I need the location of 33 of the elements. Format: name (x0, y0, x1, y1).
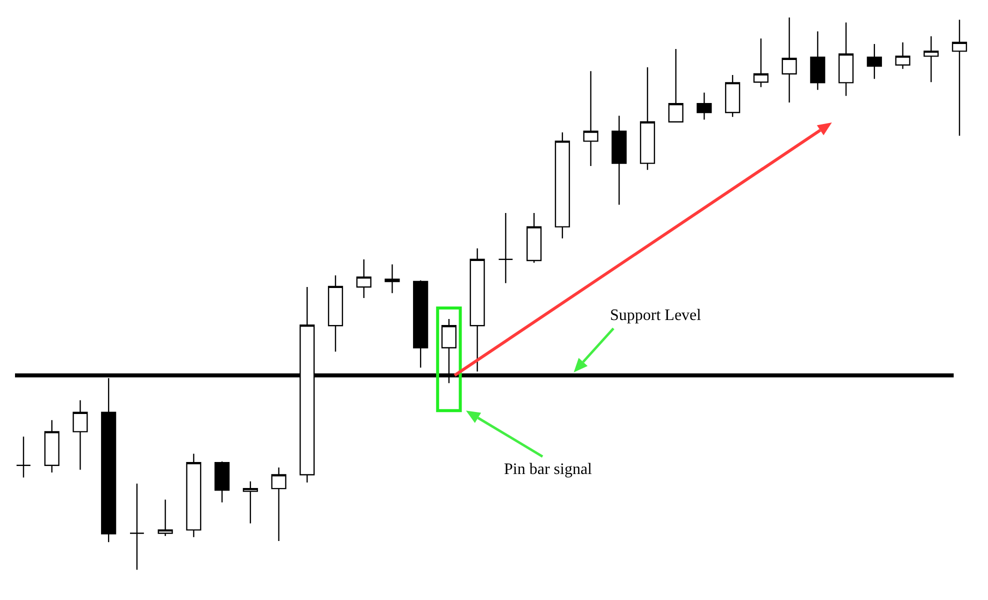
candlestick (271, 466, 286, 542)
candlestick (526, 212, 542, 264)
candlestick (810, 30, 826, 90)
candlestick (895, 42, 910, 70)
candlestick (952, 19, 968, 136)
candlestick (498, 212, 514, 284)
candlestick (242, 480, 258, 524)
candlestick (866, 43, 882, 80)
candlestick (44, 419, 60, 474)
candlestick (753, 38, 768, 88)
candlestick (554, 132, 570, 239)
candlestick (186, 453, 202, 538)
candlestick (384, 264, 400, 294)
candlestick (214, 460, 230, 503)
candlestick (356, 258, 372, 299)
candlestick (838, 22, 854, 97)
candlestick (328, 274, 344, 352)
candlestick (129, 482, 145, 570)
candlestick (640, 66, 656, 171)
candlestick (782, 16, 797, 104)
candlestick (924, 36, 939, 83)
annotation: Support Level (610, 307, 702, 324)
candlestick (668, 48, 684, 122)
candlestick (583, 70, 598, 167)
candlestick (158, 498, 173, 537)
annotation: Pin bar signal (504, 461, 593, 478)
candlestick (725, 74, 740, 118)
candlestick (413, 280, 428, 368)
candlestick (612, 115, 627, 206)
candlestick (72, 400, 88, 470)
candlestick (470, 248, 485, 372)
candlestick (16, 436, 32, 478)
candlestick (696, 92, 712, 120)
